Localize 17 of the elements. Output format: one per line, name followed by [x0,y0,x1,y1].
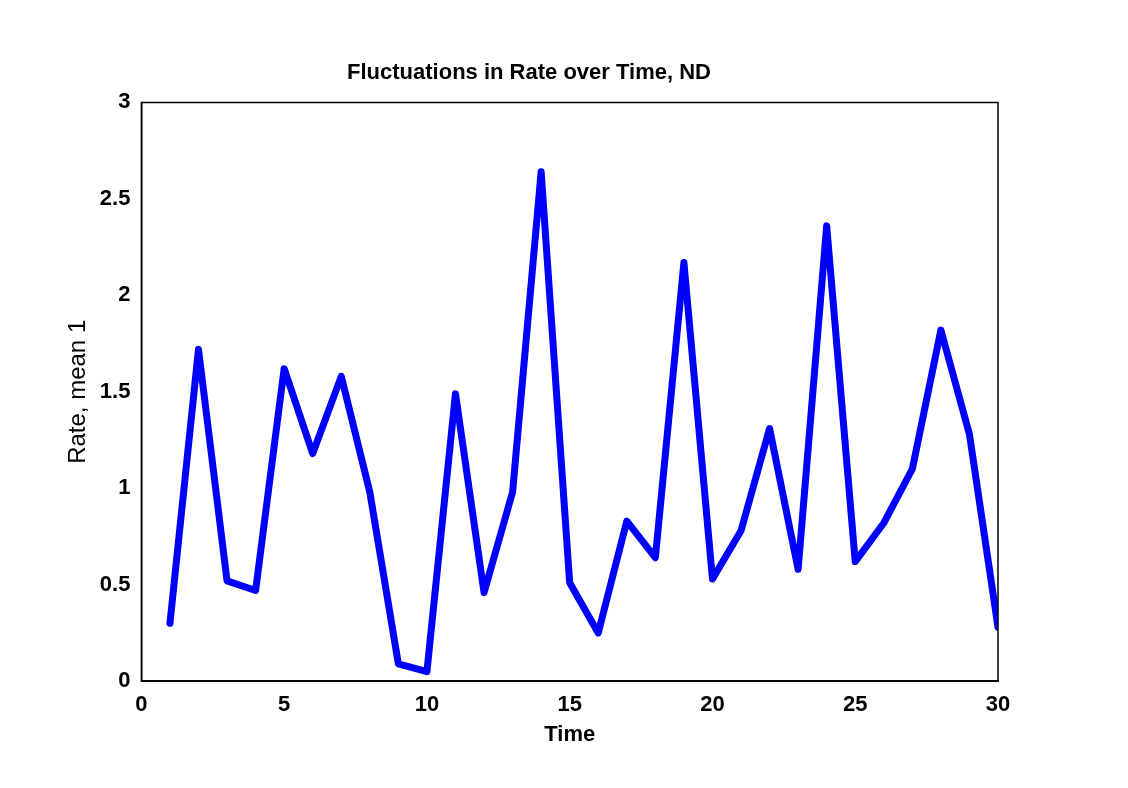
y-tick-label: 2 [118,281,131,307]
y-tick-label: 3 [118,88,131,114]
x-tick-label: 20 [700,691,725,717]
y-tick-label: 2.5 [99,184,131,210]
y-axis-title: Rate, mean 1 [63,319,91,464]
x-tick-label: 5 [278,691,291,717]
x-tick-label: 0 [135,691,148,717]
x-tick-label: 25 [842,691,868,717]
x-axis-title: Time [544,720,596,746]
y-tick-label: 1.5 [99,377,131,403]
x-tick-label: 15 [557,691,582,717]
x-tick-label: 30 [985,691,1011,717]
y-tick-label: 1 [118,474,131,500]
y-tick-label: 0 [118,667,131,693]
x-tick-label: 10 [414,691,440,717]
y-tick-label: 0.5 [99,570,131,596]
chart-title: Fluctuations in Rate over Time, ND [347,59,711,85]
